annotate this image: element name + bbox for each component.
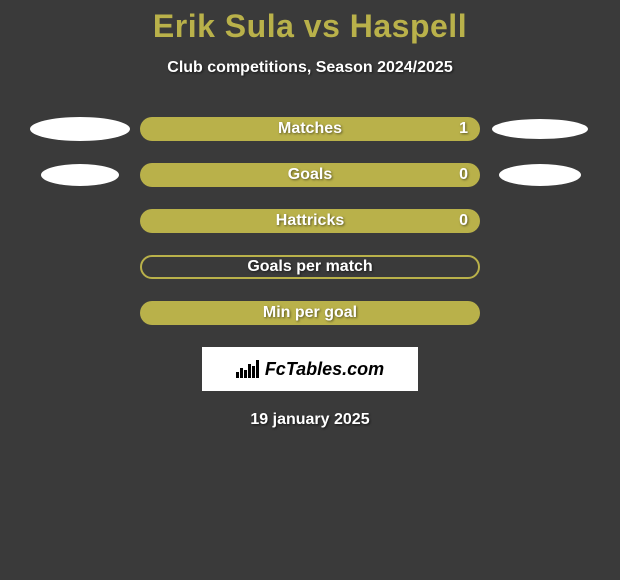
stat-label: Goals bbox=[288, 166, 332, 184]
stat-bar: Goals per match bbox=[140, 255, 480, 279]
right-ellipse-wrap bbox=[480, 164, 600, 186]
stat-row: Hattricks 0 bbox=[0, 209, 620, 233]
stat-value: 0 bbox=[459, 212, 468, 230]
stat-bar: Hattricks 0 bbox=[140, 209, 480, 233]
subtitle: Club competitions, Season 2024/2025 bbox=[0, 59, 620, 77]
left-ellipse bbox=[41, 164, 119, 186]
stat-value: 0 bbox=[459, 166, 468, 184]
right-ellipse bbox=[492, 119, 588, 139]
stat-label: Min per goal bbox=[263, 304, 357, 322]
brand-badge: FcTables.com bbox=[202, 347, 418, 391]
comparison-card: Erik Sula vs Haspell Club competitions, … bbox=[0, 0, 620, 429]
date-text: 19 january 2025 bbox=[0, 411, 620, 429]
stat-row: Matches 1 bbox=[0, 117, 620, 141]
stat-value: 1 bbox=[459, 120, 468, 138]
left-ellipse bbox=[30, 117, 130, 141]
right-ellipse bbox=[499, 164, 581, 186]
page-title: Erik Sula vs Haspell bbox=[0, 8, 620, 45]
right-ellipse-wrap bbox=[480, 119, 600, 139]
stat-label: Goals per match bbox=[247, 258, 372, 276]
stat-row: Goals 0 bbox=[0, 163, 620, 187]
left-ellipse-wrap bbox=[20, 164, 140, 186]
left-ellipse-wrap bbox=[20, 117, 140, 141]
stat-rows: Matches 1 Goals 0 Hattricks 0 Goals per match M… bbox=[0, 117, 620, 325]
stat-label: Matches bbox=[278, 120, 342, 138]
brand-chart-icon bbox=[236, 360, 259, 378]
stat-bar: Min per goal bbox=[140, 301, 480, 325]
brand-text: FcTables.com bbox=[265, 359, 384, 380]
stat-row: Min per goal bbox=[0, 301, 620, 325]
stat-bar: Goals 0 bbox=[140, 163, 480, 187]
stat-row: Goals per match bbox=[0, 255, 620, 279]
stat-bar: Matches 1 bbox=[140, 117, 480, 141]
stat-label: Hattricks bbox=[276, 212, 344, 230]
